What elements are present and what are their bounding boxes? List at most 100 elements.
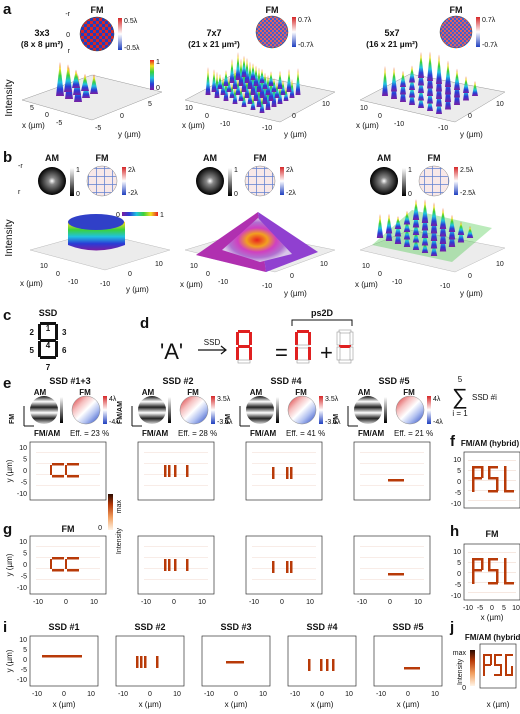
e-am-mask xyxy=(246,396,274,424)
intensity-faint xyxy=(468,582,516,583)
intensity-spike xyxy=(81,73,89,91)
intensity-spike xyxy=(244,77,250,98)
intensity-faint xyxy=(36,463,100,464)
i-xtick: 10 xyxy=(259,691,267,698)
intensity-spike xyxy=(295,68,301,95)
h-ytick: 0 xyxy=(457,571,461,578)
segment-label: 1 xyxy=(46,324,51,333)
psg-letter-segment xyxy=(490,654,492,665)
intensity-spike xyxy=(72,69,80,88)
d-digit-ssd4-segment xyxy=(336,346,341,361)
intensity-faint xyxy=(360,452,424,453)
intensity-faint xyxy=(252,568,316,569)
segment-label: 7 xyxy=(46,363,51,372)
h-ytick: 5 xyxy=(457,560,461,567)
b-am-min: 0 xyxy=(234,191,238,198)
b1-tick: -10 xyxy=(68,279,78,286)
e-fm-min: -3.5λ xyxy=(325,419,341,426)
intensity-faint xyxy=(468,460,516,461)
d-digit-A-segment xyxy=(249,347,252,360)
e-title: SSD #2 xyxy=(162,376,193,386)
d-digit-A-segment xyxy=(236,347,239,360)
intensity-faint xyxy=(468,490,516,491)
i-intensity-label: Intensity xyxy=(457,658,464,685)
intensity-spot xyxy=(67,463,79,466)
e-am-label: AM xyxy=(358,388,371,397)
j-xlabel: x (µm) xyxy=(487,700,510,709)
intensity-spike xyxy=(403,232,411,247)
intensity-spot xyxy=(186,559,189,571)
a3-title: 5x7 xyxy=(384,28,399,38)
intensity-faint xyxy=(360,463,424,464)
psl-letter-segment xyxy=(488,477,498,480)
intensity-spike xyxy=(448,214,456,232)
b-am-mask xyxy=(196,167,224,195)
b2-tick: 10 xyxy=(320,261,328,268)
psl-letter-segment xyxy=(496,477,499,491)
e-axes-arrows xyxy=(23,406,34,427)
psl-letter-segment xyxy=(481,558,484,570)
a1-tick: 0 xyxy=(120,113,124,120)
g-xtick: 10 xyxy=(90,599,98,606)
intensity-faint xyxy=(360,579,424,580)
i-xtick: -10 xyxy=(376,691,386,698)
a1-inset-zero: 0 xyxy=(66,32,70,39)
i-xtick: 0 xyxy=(320,691,324,698)
intensity-spot xyxy=(156,656,159,668)
psl-letter-segment xyxy=(488,490,498,493)
b3-plot: 10 0 -10 -10 0 10 x (µm) y (µm) xyxy=(355,199,506,298)
intensity-spot xyxy=(50,465,52,475)
e-fmam-label: FM/AM xyxy=(34,429,61,438)
psg-letter-segment xyxy=(511,666,513,676)
intensity-faint xyxy=(144,463,208,464)
i-intensity-colorbar xyxy=(470,650,475,686)
intensity-spike xyxy=(286,68,292,92)
a1-tick: 0 xyxy=(45,112,49,119)
b1-plot: 0 1 10 0 -10 -10 0 10 x (µm) y (µm) xyxy=(20,212,171,294)
intensity-spike xyxy=(259,95,265,113)
b2-tick: -10 xyxy=(218,279,228,286)
e-fm-label: FM xyxy=(295,388,307,397)
intensity-spike xyxy=(439,207,447,229)
g-xtick: -10 xyxy=(141,599,151,606)
intensity-faint xyxy=(468,592,516,593)
a1-title: 3x3 xyxy=(34,28,49,38)
i-xtick: 0 xyxy=(234,691,238,698)
panel-label-g: g xyxy=(3,521,12,538)
d-digit-ps2d-segment xyxy=(295,332,298,345)
segment-label: 3 xyxy=(62,328,67,337)
intensity-spike xyxy=(376,214,384,238)
segment-3 xyxy=(55,324,58,340)
intensity-spike xyxy=(241,55,247,77)
i-intensity-max: max xyxy=(453,650,467,657)
intensity-spike xyxy=(403,210,411,225)
g-heatmap xyxy=(245,535,323,595)
a1-spikes xyxy=(56,62,98,102)
a3-tick: 0 xyxy=(468,113,472,120)
intensity-spike xyxy=(238,86,244,101)
e-heatmap xyxy=(29,441,107,501)
b-fm-colorbar xyxy=(280,167,284,195)
b3-spikes xyxy=(376,199,474,256)
a2-fm-phase-mask xyxy=(255,15,289,49)
intensity-spike xyxy=(400,70,406,87)
a2-tick: -10 xyxy=(220,121,230,128)
sum-symbol: ∑ xyxy=(452,384,468,409)
e-axes-arrows xyxy=(131,406,142,427)
psl-letter-segment xyxy=(504,490,514,493)
segment-label: 2 xyxy=(30,328,35,337)
intensity-spike xyxy=(427,51,433,81)
intensity-faint xyxy=(252,463,316,464)
a2-tick: 0 xyxy=(292,113,296,120)
panel-label-a: a xyxy=(3,1,12,18)
panel-label-e: e xyxy=(3,375,11,392)
i-xtick: -10 xyxy=(118,691,128,698)
d-digit-ssd4-segment xyxy=(336,331,341,346)
a2-tick: -10 xyxy=(262,125,272,132)
i-xlabel: x (µm) xyxy=(225,700,248,709)
psl-letter-segment xyxy=(504,466,507,492)
b-am-max: 1 xyxy=(234,167,238,174)
b-fm-label: FM xyxy=(428,153,441,163)
a1-floor xyxy=(21,74,163,121)
